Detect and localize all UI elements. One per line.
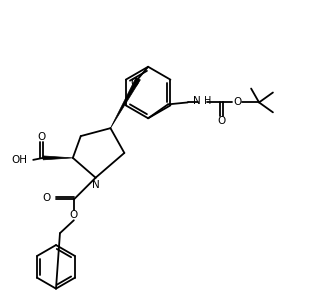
- Text: N: N: [193, 96, 201, 106]
- Text: O: O: [218, 116, 226, 126]
- Text: H: H: [204, 96, 211, 106]
- Text: O: O: [130, 78, 138, 88]
- Text: OH: OH: [11, 155, 27, 165]
- Text: O: O: [43, 194, 51, 204]
- Text: O: O: [233, 98, 241, 107]
- Text: N: N: [92, 180, 100, 190]
- Text: O: O: [37, 132, 46, 142]
- Polygon shape: [43, 156, 73, 160]
- Text: O: O: [70, 210, 78, 220]
- Polygon shape: [110, 77, 140, 128]
